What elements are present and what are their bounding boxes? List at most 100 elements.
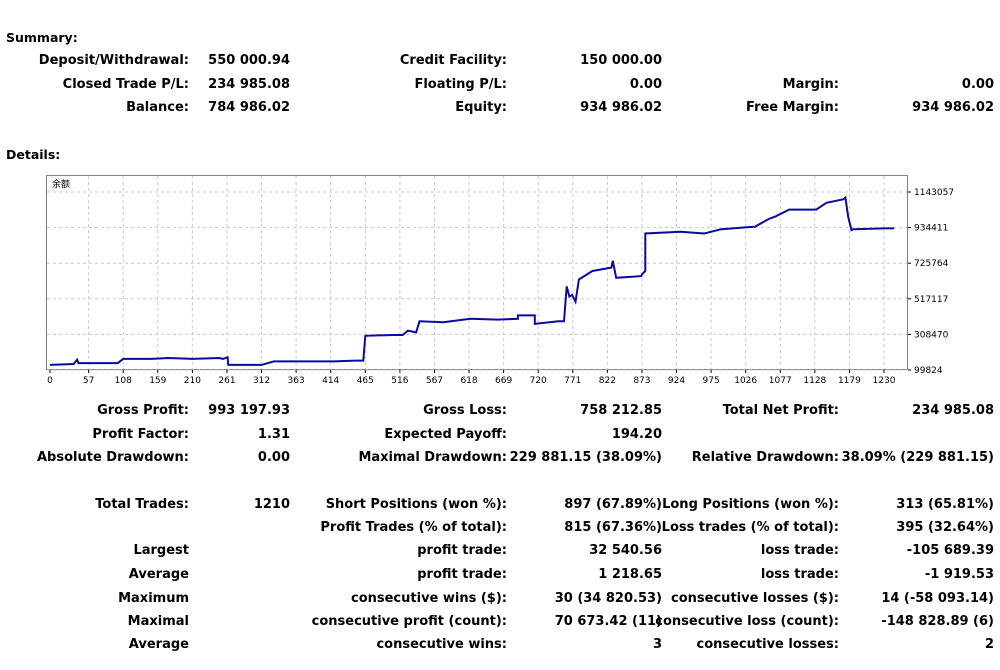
summary-heading: Summary: xyxy=(6,30,78,45)
stat-label: Profit Factor: xyxy=(92,427,189,442)
stat-value: 897 (67.89%) xyxy=(564,497,662,512)
stat-value: 1.31 xyxy=(257,427,290,442)
stat-value: 234 985.08 xyxy=(912,403,994,418)
stat-value: 30 (34 820.53) xyxy=(554,591,662,606)
stat-label: consecutive wins ($): xyxy=(350,591,507,606)
summary-label: Deposit/Withdrawal: xyxy=(38,53,189,68)
x-tick-label: 1128 xyxy=(803,376,826,386)
x-tick-label: 1077 xyxy=(769,376,792,386)
y-tick-label: 308470 xyxy=(914,330,949,340)
x-tick-label: 975 xyxy=(703,376,720,386)
stat-label: Relative Drawdown: xyxy=(691,450,839,465)
stat-label: Total Net Profit: xyxy=(722,403,839,418)
plot-frame xyxy=(46,175,908,370)
x-tick-label: 159 xyxy=(149,376,166,386)
balance-chart: 余额 0 57 108 159 210 261 312 363 414 465 516 567 618 66… xyxy=(46,175,954,386)
stat-value: 14 (-58 093.14) xyxy=(881,591,994,606)
summary-value: 934 986.02 xyxy=(912,100,994,115)
stat-label: profit trade: xyxy=(417,543,507,558)
stat-value: 194.20 xyxy=(611,427,662,442)
chart-title: 余额 xyxy=(52,178,70,190)
y-tick-label: 725764 xyxy=(914,259,949,269)
stat-label: consecutive losses: xyxy=(696,637,839,652)
y-tick-label: 517117 xyxy=(914,295,948,305)
stat-value: 2 xyxy=(984,637,994,652)
stat-label: Total Trades: xyxy=(95,497,189,512)
x-tick-label: 261 xyxy=(218,376,235,386)
stat-value: 229 881.15 (38.09%) xyxy=(509,450,662,465)
stat-label: consecutive wins: xyxy=(376,637,507,652)
x-tick-label: 618 xyxy=(460,376,477,386)
stat-value: -148 828.89 (6) xyxy=(881,614,994,629)
stat-label: Short Positions (won %): xyxy=(325,497,507,512)
stat-label: Gross Loss: xyxy=(423,403,507,418)
x-tick-label: 363 xyxy=(288,376,305,386)
stat-value: 1210 xyxy=(253,497,290,512)
x-tick-label: 516 xyxy=(391,376,408,386)
summary-label: Margin: xyxy=(782,77,839,92)
summary-label: Floating P/L: xyxy=(414,77,507,92)
summary-value: 784 986.02 xyxy=(208,100,290,115)
x-tick-label: 210 xyxy=(184,376,201,386)
stat-label: Expected Payoff: xyxy=(384,427,507,442)
summary-value: 150 000.00 xyxy=(580,53,662,68)
stat-value: 395 (32.64%) xyxy=(896,520,994,535)
summary-label: Credit Facility: xyxy=(399,53,507,68)
x-tick-label: 771 xyxy=(564,376,581,386)
summary-value: 0.00 xyxy=(961,77,994,92)
stat-label: Maximal xyxy=(127,614,189,629)
x-tick-label: 1179 xyxy=(838,376,861,386)
stat-label: Maximum xyxy=(118,591,189,606)
summary-label: Closed Trade P/L: xyxy=(62,77,189,92)
x-tick-label: 669 xyxy=(495,376,512,386)
stat-label: consecutive losses ($): xyxy=(671,591,839,606)
stat-value: 815 (67.36%) xyxy=(564,520,662,535)
x-tick-label: 822 xyxy=(599,376,616,386)
x-tick-label: 567 xyxy=(426,376,443,386)
summary-value: 234 985.08 xyxy=(208,77,290,92)
stat-label: Average xyxy=(128,567,189,582)
stat-label: loss trade: xyxy=(760,567,839,582)
x-tick-label: 108 xyxy=(115,376,132,386)
x-tick-label: 924 xyxy=(668,376,685,386)
summary-value: 550 000.94 xyxy=(208,53,290,68)
y-tick-label: 1143057 xyxy=(914,188,954,198)
stat-value: 70 673.42 (11) xyxy=(554,614,662,629)
stat-label: profit trade: xyxy=(417,567,507,582)
x-tick-label: 1230 xyxy=(873,376,896,386)
stat-value: 3 xyxy=(652,637,662,652)
x-tick-label: 1026 xyxy=(734,376,757,386)
x-tick-label: 465 xyxy=(357,376,374,386)
stat-label: Loss trades (% of total): xyxy=(661,520,839,535)
summary-value: 0.00 xyxy=(629,77,662,92)
x-tick-label: 414 xyxy=(322,376,339,386)
stat-label: Largest xyxy=(133,543,189,558)
stat-label: consecutive loss (count): xyxy=(655,614,839,629)
stat-label: loss trade: xyxy=(760,543,839,558)
stat-label: Profit Trades (% of total): xyxy=(320,520,507,535)
stat-label: consecutive profit (count): xyxy=(311,614,507,629)
summary-label: Free Margin: xyxy=(746,100,839,115)
x-tick-label: 0 xyxy=(47,376,53,386)
stat-value: 758 212.85 xyxy=(580,403,662,418)
summary-value: 934 986.02 xyxy=(580,100,662,115)
stat-value: -1 919.53 xyxy=(924,567,994,582)
balance-line xyxy=(49,195,895,366)
stat-value: -105 689.39 xyxy=(906,543,994,558)
y-tick-label: 934411 xyxy=(914,224,948,234)
y-tick-label: 99824 xyxy=(914,366,943,376)
stat-label: Absolute Drawdown: xyxy=(37,450,189,465)
summary-label: Equity: xyxy=(455,100,507,115)
stat-value: 993 197.93 xyxy=(208,403,290,418)
stat-value: 32 540.56 xyxy=(589,543,662,558)
stat-label: Gross Profit: xyxy=(97,403,189,418)
stat-label: Maximal Drawdown: xyxy=(358,450,507,465)
x-tick-label: 312 xyxy=(253,376,270,386)
stat-value: 313 (65.81%) xyxy=(896,497,994,512)
x-tick-label: 873 xyxy=(633,376,650,386)
summary-label: Balance: xyxy=(126,100,189,115)
x-tick-label: 720 xyxy=(530,376,547,386)
stat-label: Average xyxy=(128,637,189,652)
stat-value: 38.09% (229 881.15) xyxy=(841,450,994,465)
details-heading: Details: xyxy=(6,147,61,162)
